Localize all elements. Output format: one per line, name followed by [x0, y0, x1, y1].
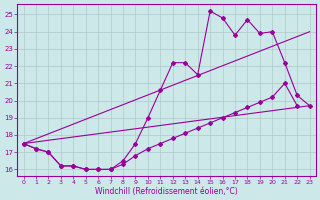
X-axis label: Windchill (Refroidissement éolien,°C): Windchill (Refroidissement éolien,°C): [95, 187, 238, 196]
